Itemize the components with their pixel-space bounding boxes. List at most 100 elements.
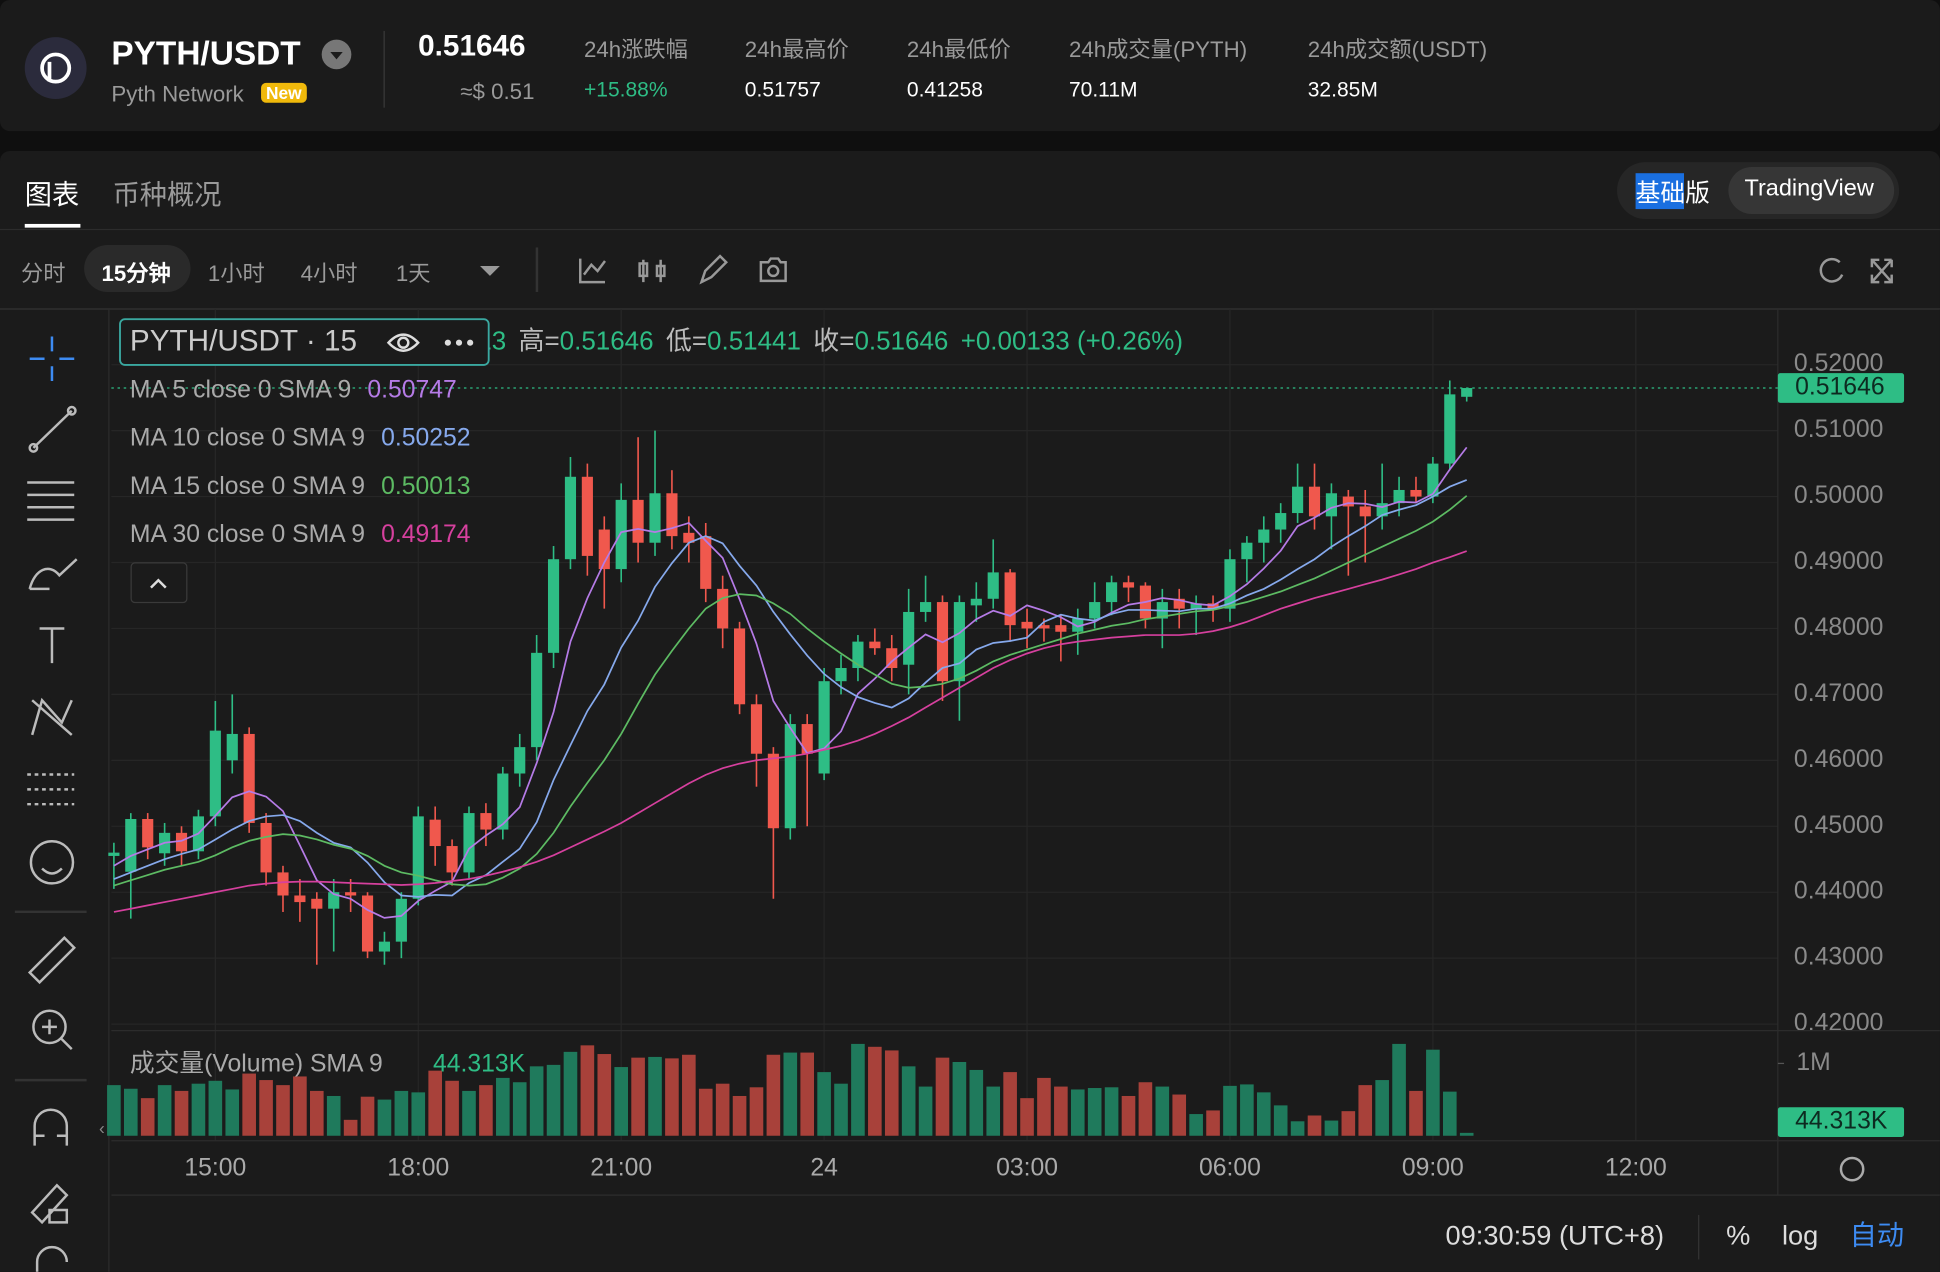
text-tool[interactable]: [39, 627, 65, 664]
mode-basic[interactable]: 基础版: [1635, 173, 1710, 210]
hide-tool[interactable]: [35, 1245, 69, 1272]
price-badge: [1777, 373, 1905, 403]
pair-dropdown[interactable]: [321, 39, 352, 70]
snapshot-icon[interactable]: [759, 257, 787, 283]
candle-body: [1241, 542, 1253, 560]
volume-bar: [360, 1096, 375, 1136]
interval[interactable]: 1小时: [207, 261, 265, 286]
crosshair-tool[interactable]: [29, 336, 75, 382]
interval[interactable]: 4小时: [300, 261, 358, 286]
volume-bar: [225, 1089, 240, 1136]
chart-type-icon[interactable]: [638, 259, 666, 283]
volume-bar: [208, 1080, 223, 1136]
interval[interactable]: 分时: [21, 261, 66, 286]
candle-body: [446, 846, 458, 873]
series-title-box[interactable]: [119, 318, 490, 366]
candle-body: [1393, 489, 1405, 504]
candle-body: [784, 724, 796, 829]
indicator-icon[interactable]: [579, 258, 606, 284]
stat-label: 24h最高价: [744, 37, 849, 62]
volume-bar: [462, 1090, 476, 1136]
new-badge: New: [261, 82, 307, 103]
tab-overview[interactable]: 币种概况: [112, 179, 222, 211]
fib-tool[interactable]: [27, 481, 75, 521]
candle-body: [1004, 572, 1016, 626]
pair[interactable]: PYTH/USDT: [111, 34, 301, 72]
candle-body: [463, 813, 475, 873]
volume-bar: [123, 1088, 138, 1136]
candle-body: [480, 813, 492, 830]
candle-body: [1342, 496, 1354, 507]
volume-bar: [191, 1083, 206, 1136]
candle-body: [277, 872, 289, 896]
candle-body: [1292, 486, 1304, 514]
ohlc-label: 低=: [666, 326, 707, 356]
ohlc-value: 0.51646: [560, 326, 654, 356]
zoom-tool[interactable]: [32, 1009, 67, 1045]
volume-bar: [445, 1080, 459, 1136]
price-badge-label: 0.51646: [1795, 374, 1884, 401]
candle-body: [750, 704, 763, 754]
settings-icon[interactable]: [1839, 1156, 1865, 1182]
prediction-tool[interactable]: [27, 773, 75, 806]
reset-icon[interactable]: [1819, 257, 1844, 283]
divider: [0, 228, 1940, 231]
x-tick-label: 15:00: [184, 1155, 246, 1182]
interval[interactable]: 15分钟: [101, 261, 171, 286]
candle-body: [361, 895, 374, 952]
volume-bar: [1409, 1090, 1423, 1136]
magnet-tool[interactable]: [33, 1108, 69, 1146]
volume-bar: [1290, 1121, 1305, 1136]
volume-bar: [1324, 1120, 1339, 1136]
auto-toggle[interactable]: 自动: [1850, 1219, 1904, 1250]
collapse-button[interactable]: [130, 562, 188, 604]
y-tick-label: 0.43000: [1794, 944, 1883, 971]
stat-value: 32.85M: [1307, 77, 1378, 102]
candle-body: [345, 892, 357, 896]
candle-body: [209, 730, 221, 817]
interval-more[interactable]: [480, 265, 500, 276]
volume-bar: [648, 1056, 662, 1136]
mode-tradingview[interactable]: TradingView: [1744, 175, 1874, 202]
fullscreen-icon[interactable]: [1870, 258, 1893, 284]
candle-body: [142, 819, 154, 848]
y-tick-label: 0.45000: [1794, 812, 1883, 839]
candle-body: [903, 611, 915, 665]
tab-chart[interactable]: 图表: [24, 179, 80, 211]
candle-body: [1376, 503, 1388, 517]
candle-body: [683, 532, 695, 543]
ma-line: [113, 550, 1467, 913]
brush-tool[interactable]: [28, 558, 78, 591]
candle-body: [1275, 513, 1287, 530]
scroll-left[interactable]: ‹: [99, 1118, 105, 1138]
volume-bar: [174, 1090, 189, 1136]
volume-bar: [1189, 1114, 1203, 1136]
more-icon[interactable]: [444, 339, 474, 346]
volume-bar: [935, 1057, 950, 1136]
candle-body: [108, 852, 120, 856]
percent-toggle[interactable]: %: [1726, 1219, 1750, 1250]
volume-bar: [800, 1052, 815, 1136]
volume-bar: [1121, 1095, 1136, 1136]
last-price: 0.51646: [418, 29, 526, 64]
volume-bar: [715, 1083, 730, 1136]
ma-value: 0.49174: [381, 521, 471, 548]
volume-bar: [1020, 1098, 1034, 1136]
candle-body: [1308, 486, 1321, 517]
candle-body: [328, 892, 340, 909]
lock-drawing-tool[interactable]: [30, 1183, 69, 1225]
visibility-icon[interactable]: [386, 333, 420, 352]
interval[interactable]: 1天: [395, 261, 431, 286]
volume-bar: [1155, 1086, 1170, 1136]
emoji-tool[interactable]: [29, 840, 75, 885]
stat-label: 24h最低价: [906, 37, 1011, 62]
line-tool[interactable]: [32, 409, 73, 449]
candle-body: [1325, 493, 1337, 517]
candle-body: [835, 668, 847, 682]
ma-name: MA 10 close 0 SMA 9: [130, 425, 365, 452]
ruler-tool[interactable]: [27, 936, 76, 985]
pattern-tool[interactable]: [30, 697, 73, 736]
candle-body: [1122, 582, 1135, 588]
draw-icon[interactable]: [699, 254, 728, 285]
log-toggle[interactable]: log: [1782, 1219, 1818, 1250]
